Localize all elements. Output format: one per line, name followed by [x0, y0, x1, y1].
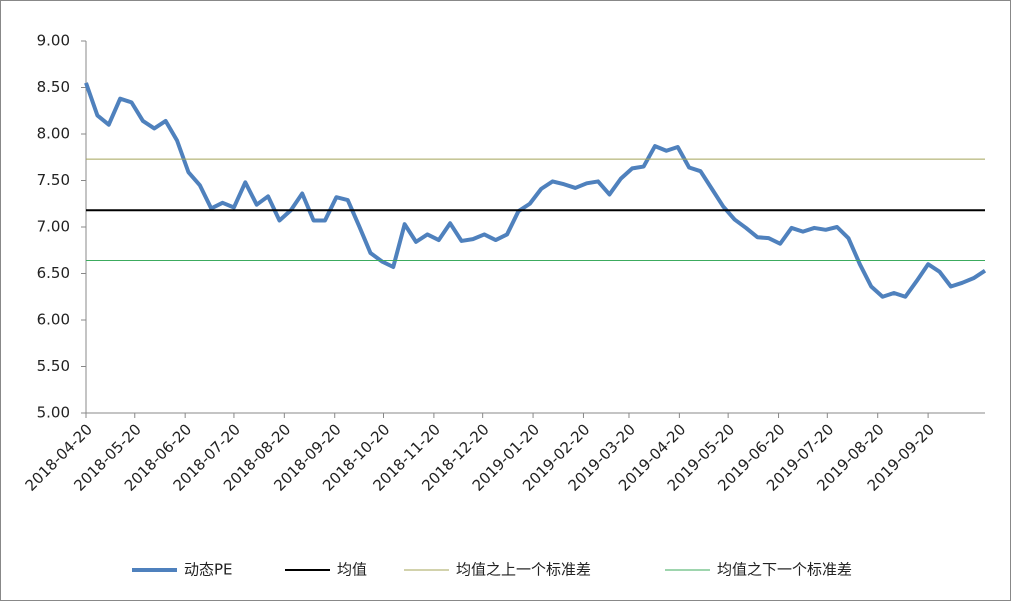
legend-label: 均值	[337, 561, 367, 579]
pe-line	[84, 82, 987, 299]
y-tick-label: 5.00	[37, 404, 70, 422]
y-tick-label: 6.00	[37, 311, 70, 329]
y-tick-label: 8.00	[37, 125, 70, 143]
y-tick-label: 6.50	[37, 264, 70, 282]
y-tick-label: 7.50	[37, 171, 70, 189]
legend-label: 均值之上一个标准差	[456, 561, 591, 579]
y-tick-label: 8.50	[37, 78, 70, 96]
legend-label: 均值之下一个标准差	[717, 561, 852, 579]
y-tick-label: 9.00	[37, 32, 70, 50]
y-tick-label: 5.50	[37, 357, 70, 375]
y-tick-label: 7.00	[37, 218, 70, 236]
legend-label: 动态PE	[184, 561, 233, 579]
